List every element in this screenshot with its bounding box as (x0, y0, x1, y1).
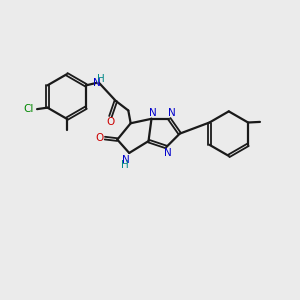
Text: O: O (106, 117, 115, 128)
Text: Cl: Cl (24, 104, 34, 114)
Text: H: H (97, 74, 104, 84)
Text: N: N (149, 108, 157, 118)
Text: N: N (93, 78, 101, 88)
Text: H: H (122, 160, 129, 170)
Text: N: N (164, 148, 172, 158)
Text: N: N (168, 108, 176, 118)
Text: N: N (122, 154, 130, 164)
Text: O: O (95, 133, 104, 143)
